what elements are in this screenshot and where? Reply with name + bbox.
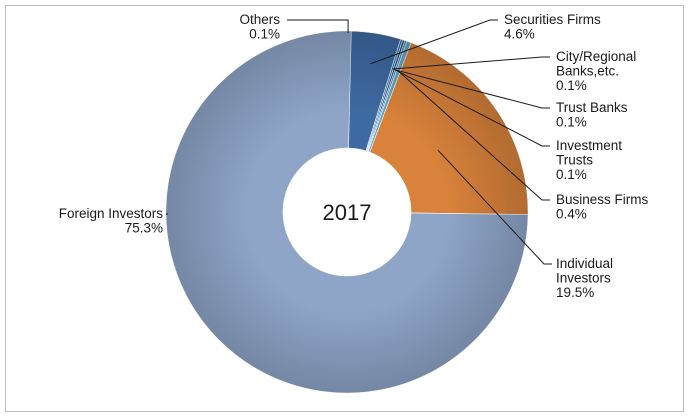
- value-investment-trusts: 0.1%: [556, 167, 587, 182]
- label-trust-banks: Trust Banks 0.1%: [556, 100, 628, 130]
- center-year-label: 2017: [323, 200, 372, 225]
- leader-others: [287, 19, 349, 34]
- chart-frame: Others 0.1% Securities Firms 4.6% City/Regio…: [5, 5, 684, 412]
- label-investment-trusts: Investment Trusts 0.1%: [556, 138, 622, 182]
- leader-investment-trusts: [395, 69, 550, 147]
- value-city-regional-banks-etc: 0.1%: [556, 78, 587, 93]
- value-securities-firms: 4.6%: [504, 27, 535, 42]
- donut-chart: Others 0.1% Securities Firms 4.6% City/Regio…: [59, 12, 649, 394]
- label-others: Others 0.1%: [239, 12, 280, 42]
- leader-city-regional-banks-etc: [392, 56, 550, 70]
- label-business-firms: Business Firms 0.4%: [556, 192, 649, 222]
- leader-trust-banks: [393, 69, 550, 109]
- label-city-regional-banks-etc: City/Regional Banks,etc. 0.1%: [556, 49, 636, 93]
- value-trust-banks: 0.1%: [556, 115, 587, 130]
- value-others: 0.1%: [249, 27, 280, 42]
- value-business-firms: 0.4%: [556, 207, 587, 222]
- labels-group: Others 0.1% Securities Firms 4.6% City/Regio…: [59, 12, 649, 300]
- leader-business-firms: [398, 70, 550, 201]
- label-foreign-investors: Foreign Investors 75.3%: [59, 206, 164, 236]
- leader-securities-firms: [370, 19, 498, 65]
- label-individual-investors: Individual Investors 19.5%: [556, 256, 613, 300]
- value-foreign-investors: 75.3%: [125, 221, 163, 236]
- label-securities-firms: Securities Firms 4.6%: [504, 12, 601, 42]
- leader-individual-investors: [437, 149, 552, 265]
- leader-lines-group: [166, 19, 552, 265]
- value-individual-investors: 19.5%: [556, 285, 594, 300]
